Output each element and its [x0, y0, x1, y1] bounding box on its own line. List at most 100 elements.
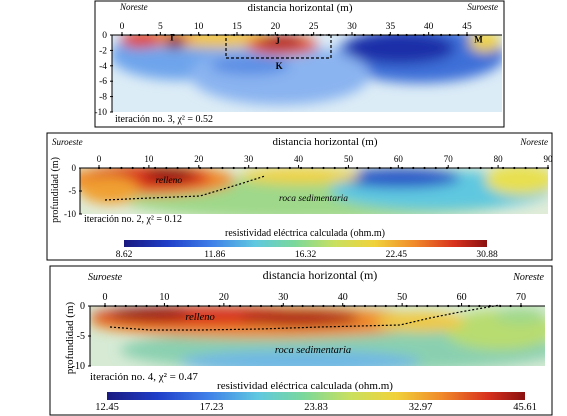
electrode-marker — [389, 166, 392, 170]
electrode-marker — [395, 304, 398, 308]
panel-top-left-direction: Noreste — [119, 2, 148, 12]
electrode-marker — [187, 166, 190, 170]
x-tick-label: 20 — [194, 154, 204, 164]
x-tick-label: 40 — [424, 22, 434, 32]
electrode-marker — [319, 33, 322, 37]
electrode-marker — [301, 304, 304, 308]
x-tick-label: 30 — [347, 22, 357, 32]
electrode-marker — [197, 304, 200, 308]
electrode-marker — [218, 304, 221, 308]
electrode-marker — [241, 33, 244, 37]
y-tick-label: 0 — [102, 31, 107, 41]
electrode-marker — [384, 304, 387, 308]
panel-middle-y-label: profundidad (m) — [50, 157, 61, 223]
x-tick-label: 25 — [309, 22, 319, 32]
electrode-marker — [97, 166, 101, 170]
electrode-marker — [367, 166, 370, 170]
panel-middle-x-label: distancia horizontal (m) — [272, 136, 377, 148]
panel-middle-colorbar-label: resistividad eléctrica calculada (ohm.m) — [225, 228, 385, 239]
electrode-marker — [239, 304, 242, 308]
electrode-marker — [138, 33, 141, 37]
electrode-marker — [258, 33, 262, 37]
electrode-marker — [519, 304, 523, 308]
electrode-marker — [322, 166, 325, 170]
electrode-marker — [524, 166, 527, 170]
x-tick-label: 0 — [103, 292, 108, 303]
electrode-marker — [509, 304, 512, 308]
x-tick-label: 90 — [544, 154, 554, 164]
electrode-marker — [198, 166, 202, 170]
x-tick-label: 50 — [344, 154, 354, 164]
electrode-marker — [333, 166, 336, 170]
electrode-marker — [310, 33, 313, 37]
electrode-marker — [412, 166, 415, 170]
electrode-marker — [215, 33, 218, 37]
colorbar-tick-label: 45.61 — [513, 402, 537, 413]
panel-bottom-annotations: relleno roca sedimentaria — [185, 312, 351, 356]
panel-bottom-left-direction: Suroeste — [88, 272, 123, 283]
panel-middle-heatmap — [80, 168, 548, 214]
electrode-marker — [356, 166, 359, 170]
electrode-marker — [114, 304, 117, 308]
electrode-marker — [457, 33, 460, 37]
colorbar-tick-label: 8.62 — [116, 250, 133, 260]
colorbar-tick-label: 11.86 — [204, 250, 225, 260]
y-tick-label: -2 — [99, 46, 107, 56]
electrode-marker — [396, 33, 400, 37]
electrode-marker — [249, 304, 252, 308]
electrode-marker — [499, 304, 502, 308]
electrode-marker — [374, 304, 377, 308]
panel-top-annotations: I J K M — [170, 32, 483, 70]
electrode-marker — [189, 33, 193, 37]
x-tick-label: 40 — [338, 292, 348, 303]
panel-bottom-colorbar — [107, 392, 525, 400]
electrode-marker — [311, 166, 314, 170]
electrode-marker — [371, 33, 374, 37]
electrode-marker — [145, 304, 148, 308]
x-tick-label: 60 — [394, 154, 404, 164]
electrode-marker — [164, 33, 167, 37]
electrode-marker — [142, 166, 145, 170]
panel-middle-x-ticks: 0 10 20 30 40 50 60 70 80 90 — [97, 154, 554, 170]
electrode-marker — [155, 33, 158, 37]
y-tick-label: -6 — [99, 77, 107, 87]
electrode-marker — [288, 166, 291, 170]
panel-bottom: 0 10 20 30 40 50 60 70 0 -5 -10 relleno roca sedim… — [49, 265, 553, 416]
electrode-marker — [436, 304, 439, 308]
electrode-marker — [120, 166, 123, 170]
x-tick-label: 70 — [516, 292, 526, 303]
panel-top-heatmap — [112, 35, 502, 112]
panel-bottom-iteration-label: iteración no. 4, χ² = 0.47 — [90, 371, 198, 383]
electrode-marker — [299, 166, 303, 170]
x-tick-label: 45 — [462, 22, 472, 32]
panel-top-x-ticks: 0 5 10 15 20 25 30 35 40 45 — [120, 22, 472, 37]
electrode-marker — [345, 33, 348, 37]
electrode-marker — [322, 304, 325, 308]
electrode-marker — [291, 304, 294, 308]
electrode-marker — [124, 304, 127, 308]
electrode-marker — [468, 166, 471, 170]
electrode-marker — [154, 166, 157, 170]
electrode-marker — [207, 304, 211, 308]
electrode-marker — [172, 33, 175, 37]
electrode-marker — [400, 166, 404, 170]
electrode-marker — [176, 166, 179, 170]
y-tick-label: -10 — [72, 361, 85, 372]
electrode-marker — [181, 33, 184, 37]
panel-middle: 0 10 20 30 40 50 60 70 80 90 0 -5 -10 relleno roca s… — [46, 132, 554, 261]
panel-bottom-x-ticks: 0 10 20 30 40 50 60 70 — [103, 292, 526, 308]
electrode-marker — [267, 33, 270, 37]
x-tick-label: 10 — [159, 292, 169, 303]
electrode-marker — [233, 33, 236, 37]
panel-middle-iteration-label: iteración no. 2, χ² = 0.12 — [84, 214, 182, 225]
electrode-marker — [311, 304, 315, 308]
electrode-marker — [546, 166, 550, 170]
electrode-marker — [120, 33, 124, 37]
electrode-marker — [266, 166, 269, 170]
electrode-marker — [221, 166, 224, 170]
annotation-label: I — [170, 32, 174, 42]
electrode-marker — [488, 304, 491, 308]
electrode-marker — [187, 304, 190, 308]
x-tick-label: 80 — [494, 154, 504, 164]
